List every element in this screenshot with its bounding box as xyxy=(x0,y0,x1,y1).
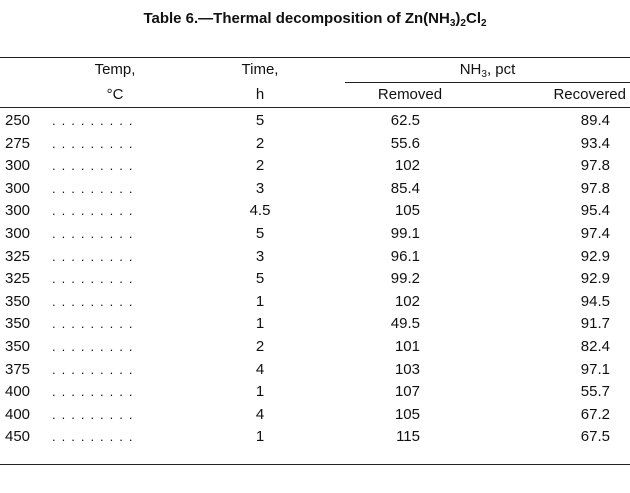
recovered-cell: 95.4 xyxy=(580,202,610,220)
header-rule xyxy=(0,107,630,108)
removed-cell: 105 xyxy=(394,405,420,423)
temp-cell: 350 xyxy=(5,315,31,333)
removed-cell: 55.6 xyxy=(390,134,420,152)
temp-cell: 325 xyxy=(5,247,31,265)
header-time-unit: h xyxy=(255,86,265,103)
removed-cell: 107 xyxy=(394,383,420,401)
title-text: Cl xyxy=(465,10,481,27)
time-cell: 3 xyxy=(255,247,265,265)
temp-cell: 300 xyxy=(5,202,31,220)
dot-leader xyxy=(52,429,139,444)
dot-leader xyxy=(52,181,139,196)
dot-leader xyxy=(52,203,139,218)
temp-cell: 400 xyxy=(5,383,31,401)
time-cell: 2 xyxy=(255,157,265,175)
recovered-cell: 94.5 xyxy=(580,292,610,310)
time-cell: 2 xyxy=(255,338,265,355)
dot-leader xyxy=(52,271,139,286)
recovered-cell: 55.7 xyxy=(580,383,610,401)
recovered-cell: 97.8 xyxy=(580,157,610,175)
removed-cell: 99.2 xyxy=(390,270,420,288)
temp-cell: 450 xyxy=(5,428,31,446)
dot-leader xyxy=(52,249,139,264)
dot-leader xyxy=(52,362,139,377)
top-rule xyxy=(0,57,630,58)
header-temp: Temp, xyxy=(94,61,136,78)
recovered-cell: 97.1 xyxy=(580,360,610,378)
time-cell: 2 xyxy=(255,134,265,152)
header-sub: 3 xyxy=(481,69,487,80)
time-cell: 4.5 xyxy=(249,202,271,220)
title-sub: 2 xyxy=(460,18,466,29)
temp-cell: 325 xyxy=(5,270,31,288)
dot-leader xyxy=(52,136,139,151)
recovered-cell: 93.4 xyxy=(580,134,610,152)
bottom-rule xyxy=(0,464,630,465)
time-cell: 1 xyxy=(255,428,265,446)
temp-cell: 300 xyxy=(5,225,31,242)
time-cell: 1 xyxy=(255,315,265,333)
header-temp-unit: °C xyxy=(106,86,124,103)
table-title: Table 6.—Thermal decomposition of Zn(NH3… xyxy=(0,10,630,29)
header-nh3: NH3, pct xyxy=(345,61,630,80)
removed-cell: 115 xyxy=(396,428,420,446)
dot-leader xyxy=(52,316,139,331)
temp-cell: 275 xyxy=(5,134,31,152)
temp-cell: 350 xyxy=(5,292,31,310)
time-cell: 5 xyxy=(255,270,265,288)
time-cell: 1 xyxy=(255,292,265,310)
removed-cell: 103 xyxy=(394,360,420,378)
dot-leader xyxy=(52,407,139,422)
header-text: NH xyxy=(459,61,482,78)
temp-cell: 375 xyxy=(5,360,31,378)
dot-leader xyxy=(52,226,139,241)
temp-cell: 350 xyxy=(5,338,31,355)
recovered-cell: 82.4 xyxy=(580,338,610,355)
time-cell: 1 xyxy=(255,383,265,401)
dot-leader xyxy=(52,158,139,173)
header-removed: Removed xyxy=(377,86,443,103)
recovered-cell: 97.4 xyxy=(580,225,610,242)
recovered-cell: 97.8 xyxy=(580,179,610,197)
group-rule xyxy=(345,82,630,83)
dot-leader xyxy=(52,384,139,399)
header-text: , pct xyxy=(486,61,516,78)
dot-leader xyxy=(52,294,139,309)
recovered-cell: 67.5 xyxy=(580,428,610,446)
removed-cell: 99.1 xyxy=(390,225,420,242)
time-cell: 5 xyxy=(255,112,265,129)
dot-leader xyxy=(52,339,139,354)
time-cell: 5 xyxy=(255,225,265,242)
removed-cell: 102 xyxy=(394,157,420,175)
title-text: Table 6.—Thermal decomposition of Zn(NH xyxy=(143,10,450,27)
recovered-cell: 89.4 xyxy=(580,112,610,129)
removed-cell: 96.1 xyxy=(390,247,420,265)
temp-cell: 400 xyxy=(5,405,31,423)
header-time: Time, xyxy=(241,61,279,78)
removed-cell: 62.5 xyxy=(390,112,420,129)
temp-cell: 300 xyxy=(5,179,31,197)
removed-cell: 101 xyxy=(394,338,420,355)
recovered-cell: 67.2 xyxy=(580,405,610,423)
header-recovered: Recovered xyxy=(553,86,626,103)
temp-cell: 300 xyxy=(5,157,31,175)
time-cell: 4 xyxy=(255,360,265,378)
title-sub: 3 xyxy=(449,18,456,29)
dot-leader xyxy=(52,113,139,128)
recovered-cell: 92.9 xyxy=(580,247,610,265)
removed-cell: 105 xyxy=(394,202,420,220)
temp-cell: 250 xyxy=(5,112,31,129)
recovered-cell: 92.9 xyxy=(580,270,610,288)
title-text: ) xyxy=(455,10,461,27)
title-sub: 2 xyxy=(480,18,487,29)
time-cell: 3 xyxy=(255,179,265,197)
removed-cell: 102 xyxy=(394,292,420,310)
time-cell: 4 xyxy=(255,405,265,423)
recovered-cell: 91.7 xyxy=(580,315,610,333)
removed-cell: 49.5 xyxy=(390,315,420,333)
removed-cell: 85.4 xyxy=(390,179,420,197)
